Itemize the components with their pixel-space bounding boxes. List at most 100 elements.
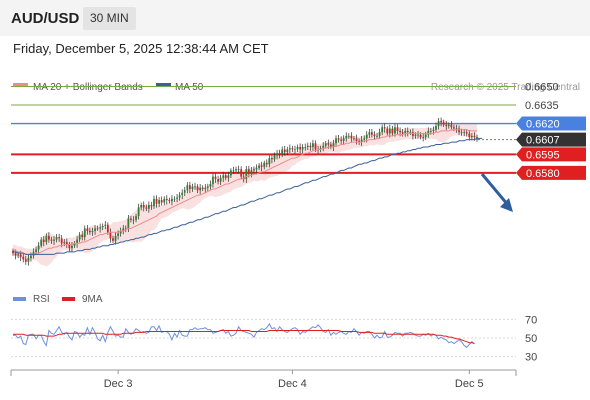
candle-body	[237, 169, 240, 171]
candle-body	[24, 259, 27, 262]
candle-body	[55, 237, 58, 240]
candle-body	[194, 186, 196, 188]
rsi-legend-label: RSI	[33, 294, 50, 305]
candle-body	[60, 238, 63, 244]
candle-body	[386, 128, 389, 134]
time-tick-label: Dec 5	[455, 378, 484, 390]
candle-body	[91, 230, 94, 233]
candle-body	[78, 234, 81, 240]
ma50-legend-label: MA 50	[175, 82, 204, 93]
level-box-pivot	[516, 116, 586, 131]
candle-body	[319, 148, 322, 150]
candle-body	[432, 129, 435, 131]
ma20-legend-label: MA 20 + Bollinger Bands	[33, 82, 143, 93]
candle-body	[363, 138, 366, 140]
candle-body	[306, 145, 309, 147]
candle-body	[140, 205, 143, 208]
candle-body	[365, 134, 368, 139]
candle-body	[27, 258, 30, 262]
candle-body	[50, 239, 53, 241]
candle-body	[281, 149, 284, 155]
candle-body	[373, 134, 376, 136]
candle-body	[71, 245, 73, 249]
candle-body	[265, 163, 268, 165]
candle-body	[271, 158, 273, 160]
candle-body	[368, 132, 371, 135]
candle-body	[232, 170, 235, 172]
forecast-arrow	[480, 173, 513, 212]
candle-body	[350, 135, 353, 139]
candle-body	[204, 187, 207, 189]
levels-group	[11, 86, 516, 174]
candle-body	[286, 149, 289, 152]
candle-body	[214, 176, 217, 180]
candle-body	[53, 239, 55, 241]
candle-body	[191, 186, 194, 189]
candle-body	[409, 132, 412, 133]
candle-body	[276, 153, 278, 156]
candle-body	[340, 139, 343, 141]
candle-body	[253, 169, 255, 171]
candle-body	[370, 132, 373, 135]
candle-body	[419, 134, 422, 138]
candle-body	[473, 135, 476, 138]
candle-body	[406, 130, 409, 133]
candle-body	[124, 228, 127, 230]
candle-body	[155, 198, 158, 204]
candle-body	[173, 198, 176, 200]
candle-body	[147, 205, 150, 209]
candle-body	[288, 148, 291, 150]
candle-body	[160, 200, 163, 203]
candle-body	[324, 143, 327, 146]
rsi-axis: 70 50 30	[11, 314, 537, 364]
candle-body	[258, 165, 260, 168]
candle-body	[201, 187, 204, 189]
candle-body	[314, 143, 317, 150]
candle-body	[63, 242, 66, 244]
bollinger-band	[13, 119, 477, 267]
candle-body	[181, 192, 184, 196]
candle-body	[301, 146, 304, 150]
candle-body	[447, 124, 450, 127]
candle-body	[145, 207, 148, 209]
candle-body	[199, 187, 202, 191]
candle-body	[153, 198, 155, 207]
research-credit: Research © 2025 Trading Central	[431, 82, 580, 93]
candle-body	[427, 130, 430, 135]
candle-body	[399, 130, 401, 133]
candle-body	[327, 143, 330, 145]
candle-body	[45, 235, 48, 243]
candle-body	[206, 186, 209, 188]
candle-body	[322, 145, 325, 149]
candle-body	[381, 127, 384, 133]
candle-body	[383, 127, 386, 129]
candle-body	[250, 170, 253, 175]
candle-body	[19, 254, 22, 257]
candle-body	[196, 186, 199, 191]
candle-body	[32, 251, 35, 256]
level-box-label: 0.6620	[526, 119, 560, 131]
candle-body	[135, 216, 137, 220]
candle-body	[47, 235, 50, 240]
rsi-tick-label: 70	[525, 314, 537, 326]
candle-body	[435, 126, 437, 130]
timeframe-badge[interactable]: 30 MIN	[83, 7, 136, 30]
candle-body	[83, 228, 86, 238]
candle-body	[396, 127, 399, 131]
candle-body	[353, 138, 355, 140]
level-box-support	[516, 165, 586, 180]
candle-body	[335, 138, 337, 144]
candle-body	[376, 135, 378, 137]
candle-body	[294, 149, 296, 151]
time-tick-label: Dec 4	[278, 378, 307, 390]
candle-body	[332, 143, 335, 147]
candle-body	[460, 132, 463, 133]
candle-body	[109, 232, 112, 239]
candle-body	[342, 138, 345, 141]
legend-rsi: RSI 9MA	[13, 294, 103, 305]
candle-body	[122, 228, 125, 231]
candle-body	[209, 184, 212, 187]
level-label: 0.6635	[525, 100, 559, 112]
candle-body	[304, 146, 307, 148]
